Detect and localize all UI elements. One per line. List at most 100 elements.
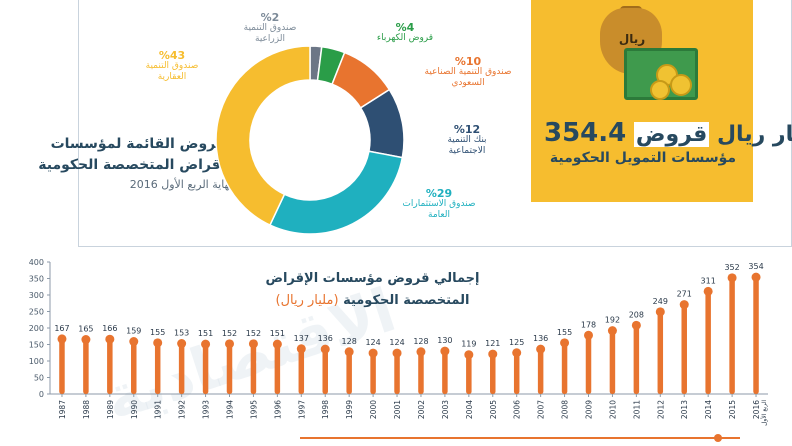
coin-icon — [650, 80, 670, 100]
bar-cap — [392, 348, 402, 358]
x-tick-label: 2008 — [561, 400, 570, 419]
bar — [537, 349, 544, 394]
bar — [657, 311, 664, 394]
bar-cap — [584, 330, 593, 340]
x-tick-label: 1999 — [345, 400, 354, 419]
bar-value-label: 128 — [413, 337, 428, 346]
pie-label-social: %12 بنك التنمية الاجتماعية — [430, 124, 504, 157]
x-tick-label: 1994 — [226, 400, 235, 419]
last-category-note: الربع الأول — [760, 400, 768, 426]
bar-value-label: 121 — [485, 339, 500, 348]
bar-cap — [105, 334, 115, 344]
x-tick-label: 2012 — [656, 400, 665, 419]
bar-cap — [272, 339, 282, 349]
bar — [59, 338, 65, 394]
bar-cap — [727, 273, 737, 283]
amount-unit: مليار ريال — [716, 122, 792, 147]
donut-slice — [215, 45, 311, 227]
bar-value-label: 354 — [748, 262, 763, 271]
x-tick-label: 2009 — [585, 400, 594, 419]
y-tick-label: 250 — [29, 308, 44, 317]
bar-title-line1: إجمالي قروض مؤسسات الإقراض — [265, 271, 480, 286]
x-tick-label: 2011 — [632, 400, 641, 419]
bar — [370, 353, 376, 394]
bar-cap — [153, 338, 163, 348]
x-tick-label: 1996 — [273, 400, 282, 419]
x-tick-label: 2000 — [369, 400, 378, 419]
bar-cap — [368, 348, 378, 358]
pie-cat: صندوق التنمية الزراعية — [243, 23, 297, 44]
bar-cap — [248, 339, 258, 349]
y-tick-label: 350 — [29, 275, 44, 284]
y-tick-label: 100 — [29, 357, 44, 366]
x-tick-label: 1998 — [321, 400, 330, 419]
donut-slice — [268, 150, 404, 235]
bar — [322, 349, 328, 394]
bar-value-label: 136 — [318, 334, 333, 343]
pie-label-pif: %29 صندوق الاستثمارات العامة — [392, 188, 486, 221]
amount-word: قروض — [633, 122, 710, 147]
bar-value-label: 271 — [677, 290, 692, 299]
bar-cap — [344, 347, 354, 357]
bar-value-label: 124 — [365, 338, 380, 347]
bar-value-label: 119 — [461, 340, 476, 349]
bar — [154, 342, 161, 394]
bar-value-label: 152 — [222, 329, 237, 338]
bar — [250, 343, 257, 394]
bar-cap — [296, 344, 306, 354]
bar-cap — [512, 348, 522, 358]
x-tick-label: 1988 — [82, 400, 91, 419]
bar — [490, 354, 496, 394]
bar-value-label: 151 — [198, 329, 213, 338]
bar-cap — [703, 286, 713, 296]
bar — [729, 277, 735, 394]
bar-value-label: 124 — [389, 338, 404, 347]
bar — [178, 343, 185, 394]
bar-value-label: 165 — [78, 325, 93, 334]
currency-label: ريال — [618, 32, 646, 46]
bar-value-label: 155 — [557, 328, 572, 337]
bar-cap — [751, 272, 761, 282]
bar-cap — [177, 339, 187, 349]
bar-value-label: 136 — [533, 334, 548, 343]
amount-number: 354.4 — [544, 118, 627, 148]
bar — [274, 344, 281, 394]
bar-chart-title: إجمالي قروض مؤسسات الإقراض المتخصصة الحك… — [240, 268, 505, 312]
bar-cap — [416, 347, 426, 357]
x-tick-label: 1991 — [154, 400, 163, 419]
bar-cap — [440, 346, 450, 356]
pie-pct: %12 — [453, 123, 481, 136]
donut-title-line1: القروض القائمة لمؤسسات — [50, 136, 236, 152]
bar — [513, 352, 520, 394]
bar-value-label: 152 — [246, 329, 261, 338]
bottom-rule — [300, 437, 740, 439]
bar — [753, 277, 759, 394]
bar — [633, 325, 640, 394]
x-tick-label: 1992 — [178, 400, 187, 419]
x-tick-label: 2010 — [608, 400, 617, 419]
x-tick-label: 2015 — [728, 400, 737, 419]
pie-label-electricity: %4 قروض الكهرباء — [366, 22, 444, 44]
summary-subtitle: مؤسسات التمويل الحكومية — [549, 150, 737, 166]
bar-value-label: 155 — [150, 328, 165, 337]
bar-cap — [631, 320, 641, 330]
bar-cap — [129, 337, 139, 347]
donut-title: القروض القائمة لمؤسسات الإقراض المتخصصة … — [6, 134, 236, 176]
x-tick-label: 2016 — [752, 400, 761, 419]
donut-subtitle: بنهاية الربع الأول 2016 — [129, 178, 236, 191]
rule-dot — [714, 434, 722, 442]
pie-cat: صندوق التنمية العقارية — [145, 61, 199, 82]
x-tick-label: 1997 — [297, 400, 306, 419]
x-tick-label: 1989 — [106, 400, 115, 419]
bar — [681, 304, 687, 394]
bar-chart: 0 50 100 150 200 250 300 350 400 167 1987 165 1988 1… — [29, 258, 768, 426]
bar-cap — [679, 300, 689, 310]
pie-label-agri: %2 صندوق التنمية الزراعية — [228, 12, 312, 45]
pie-label-industrial: %10 صندوق التنمية الصناعية السعودي — [418, 56, 518, 89]
x-tick-label: 2007 — [537, 400, 546, 419]
bar-cap — [655, 307, 665, 317]
x-tick-label: 2006 — [513, 400, 522, 419]
bar-value-label: 311 — [701, 276, 716, 285]
pie-label-real-estate: %43 صندوق التنمية العقارية — [130, 50, 214, 83]
bar — [83, 339, 89, 394]
